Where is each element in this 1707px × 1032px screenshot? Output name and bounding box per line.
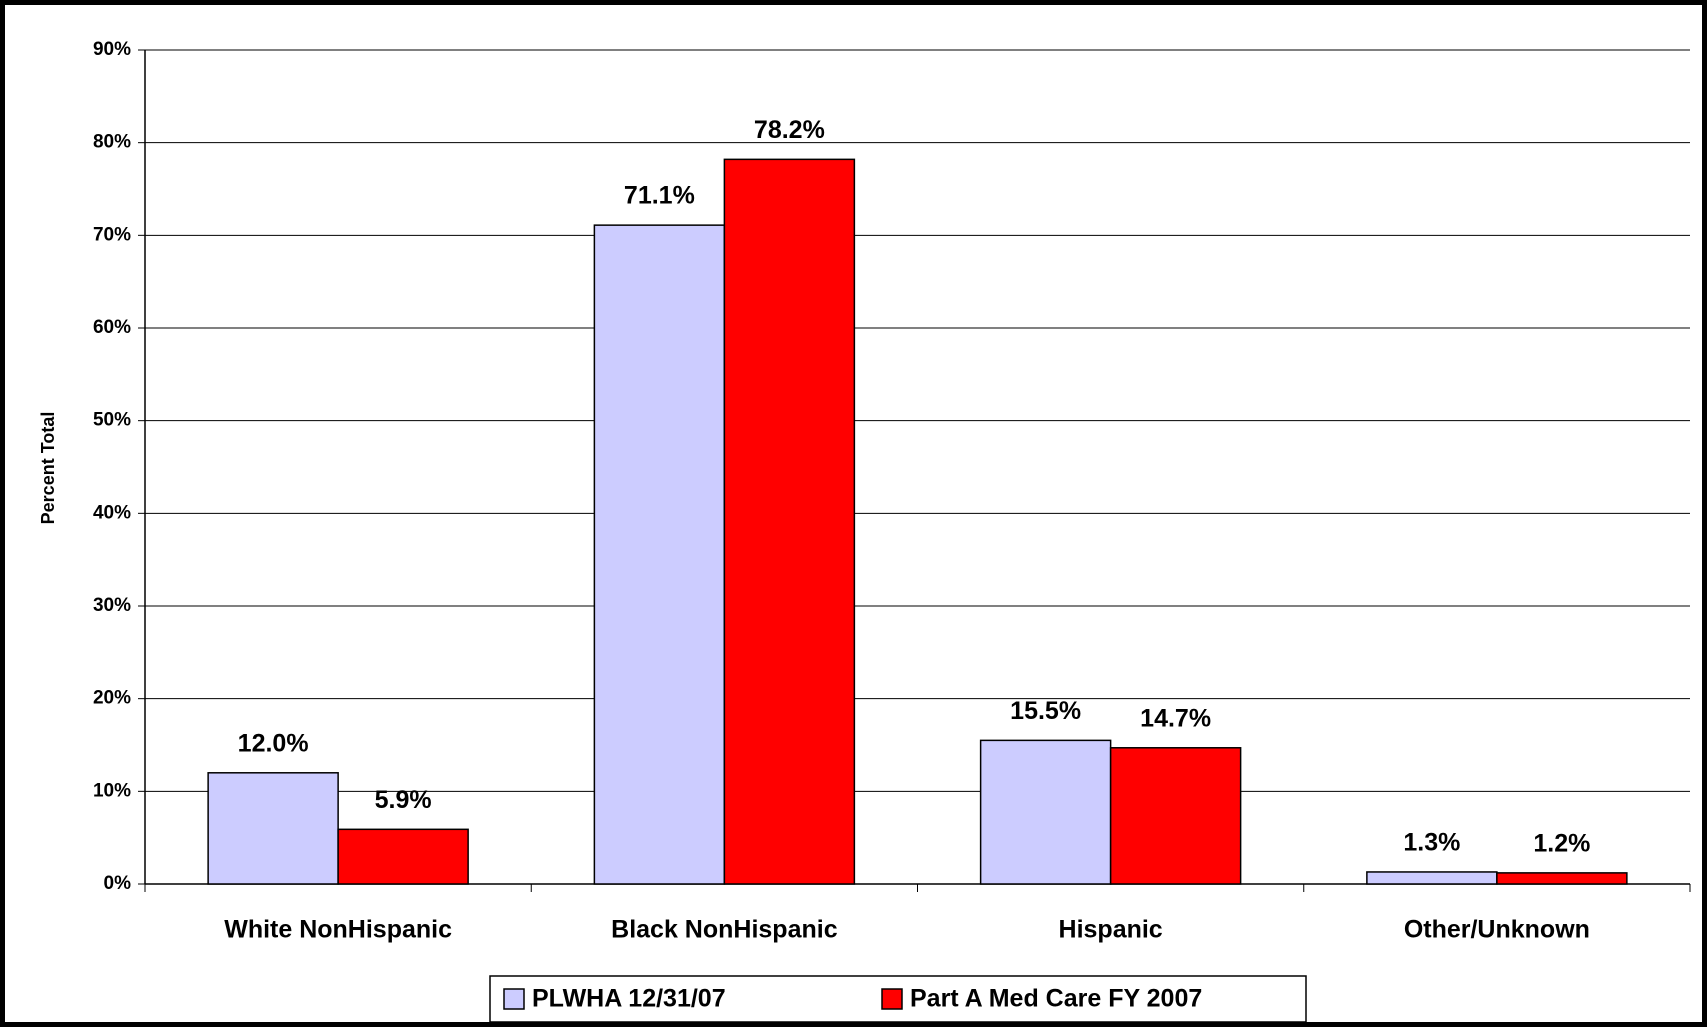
y-tick-label: 60% bbox=[93, 317, 131, 338]
value-label: 71.1% bbox=[624, 182, 695, 210]
bar bbox=[207, 772, 339, 885]
legend-label: Part A Med Care FY 2007 bbox=[910, 985, 1202, 1013]
value-label: 12.0% bbox=[238, 729, 309, 757]
value-label: 15.5% bbox=[1010, 697, 1081, 725]
y-axis-title: Percent Total bbox=[38, 412, 58, 525]
value-label: 1.3% bbox=[1403, 829, 1460, 857]
x-tick-label: Hispanic bbox=[1059, 916, 1163, 944]
bar bbox=[1366, 871, 1498, 885]
y-tick-label: 90% bbox=[93, 39, 131, 60]
bar bbox=[979, 739, 1112, 885]
y-tick-label: 50% bbox=[93, 410, 131, 431]
x-tick-label: Black NonHispanic bbox=[611, 916, 838, 944]
bar bbox=[723, 158, 856, 885]
legend-label: PLWHA 12/31/07 bbox=[532, 985, 726, 1013]
bar bbox=[1496, 872, 1628, 885]
plot-area bbox=[145, 50, 1690, 884]
y-tick-label: 10% bbox=[93, 780, 131, 801]
bar bbox=[1109, 747, 1242, 885]
y-tick-label: 0% bbox=[104, 873, 132, 894]
y-tick-label: 30% bbox=[93, 595, 131, 616]
x-tick-label: White NonHispanic bbox=[224, 916, 452, 944]
legend-swatch bbox=[503, 988, 525, 1010]
y-tick-label: 80% bbox=[93, 132, 131, 153]
value-label: 14.7% bbox=[1140, 704, 1211, 732]
value-label: 1.2% bbox=[1533, 829, 1590, 857]
legend-swatch bbox=[881, 988, 903, 1010]
bar bbox=[337, 828, 469, 885]
y-tick-label: 70% bbox=[93, 224, 131, 245]
value-label: 78.2% bbox=[754, 116, 825, 144]
value-label: 5.9% bbox=[375, 786, 432, 814]
x-tick-label: Other/Unknown bbox=[1404, 916, 1590, 944]
y-tick-label: 40% bbox=[93, 502, 131, 523]
bar bbox=[593, 224, 726, 885]
y-tick-label: 20% bbox=[93, 688, 131, 709]
